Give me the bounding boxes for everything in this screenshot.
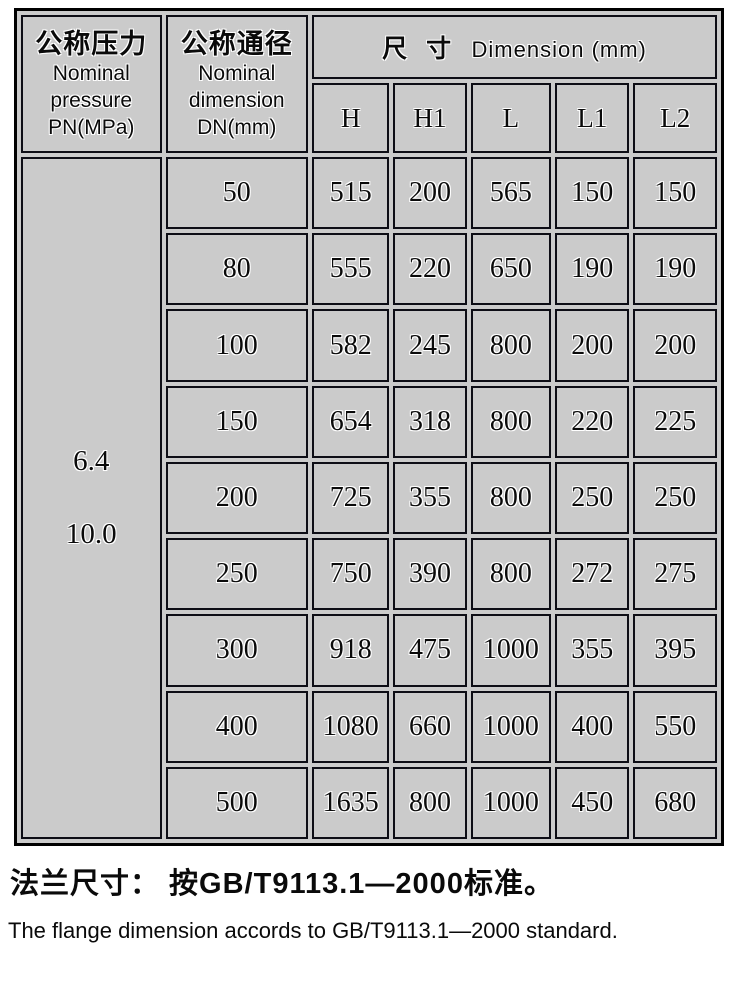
cell-l1: 355: [555, 614, 630, 687]
header-nominal-pressure-en1: Nominal: [52, 61, 130, 85]
dn-cell: 150: [165, 385, 309, 458]
header-nominal-pressure-en3: PN(MPa): [48, 115, 135, 139]
cell-l: 1000: [470, 614, 552, 687]
column-header-H1: H1: [393, 83, 467, 153]
dimension-spec-table: 公称压力 Nominal pressure PN(MPa) 公称通径 Nomin…: [14, 8, 724, 846]
table-row: 400 1080 660 1000 400 550: [21, 690, 717, 763]
cell-h1: 390: [393, 538, 467, 611]
cell-l1: 220: [555, 385, 630, 458]
column-header-L1: L1: [555, 83, 630, 153]
cell-h1: 245: [393, 309, 467, 382]
cell-h1: 220: [393, 233, 467, 306]
cell-l2: 150: [633, 157, 717, 230]
dn-cell: 400: [165, 690, 309, 763]
cell-h: 918: [312, 614, 390, 687]
cell-h1: 800: [393, 766, 467, 839]
cell-h: 515: [312, 157, 390, 230]
cell-l1: 450: [555, 766, 630, 839]
cell-h: 555: [312, 233, 390, 306]
cell-h1: 318: [393, 385, 467, 458]
cell-h: 750: [312, 538, 390, 611]
footer-note-en: The flange dimension accords to GB/T9113…: [8, 918, 618, 943]
cell-l2: 275: [633, 538, 717, 611]
dn-cell: 200: [165, 461, 309, 535]
pn-gap: [23, 478, 160, 518]
cell-l: 800: [470, 385, 552, 458]
cell-h1: 475: [393, 614, 467, 687]
column-header-L: L: [470, 83, 552, 153]
header-nominal-dimension-en1: Nominal: [198, 61, 276, 85]
header-nominal-dimension-zh: 公称通径: [180, 28, 293, 59]
cell-l: 1000: [470, 690, 552, 763]
cell-h: 1635: [312, 766, 390, 839]
cell-l1: 250: [555, 461, 630, 535]
dimension-table: 公称压力 Nominal pressure PN(MPa) 公称通径 Nomin…: [17, 11, 721, 843]
cell-l2: 250: [633, 461, 717, 535]
table-row: 300 918 475 1000 355 395: [21, 614, 717, 687]
dn-cell: 250: [165, 538, 309, 611]
header-nominal-pressure: 公称压力 Nominal pressure PN(MPa): [21, 15, 162, 153]
cell-l: 800: [470, 538, 552, 611]
table-row: 100 582 245 800 200 200: [21, 309, 717, 382]
cell-h: 1080: [312, 690, 390, 763]
table-row: 150 654 318 800 220 225: [21, 385, 717, 458]
cell-l2: 225: [633, 385, 717, 458]
cell-l1: 272: [555, 538, 630, 611]
cell-h: 725: [312, 461, 390, 535]
cell-l: 1000: [470, 766, 552, 839]
pn-value: 10.0: [65, 518, 117, 550]
cell-l2: 190: [633, 233, 717, 306]
column-header-H: H: [312, 83, 390, 153]
column-header-L2: L2: [633, 83, 717, 153]
header-nominal-pressure-en2: pressure: [50, 88, 133, 112]
cell-l2: 395: [633, 614, 717, 687]
cell-l: 650: [470, 233, 552, 306]
cell-l: 800: [470, 309, 552, 382]
cell-h1: 355: [393, 461, 467, 535]
cell-h1: 200: [393, 157, 467, 230]
cell-l1: 190: [555, 233, 630, 306]
cell-l: 800: [470, 461, 552, 535]
header-dimension-title-zh: 尺 寸: [382, 35, 458, 63]
cell-l2: 200: [633, 309, 717, 382]
cell-h: 582: [312, 309, 390, 382]
footer-note-zh: 法兰尺寸： 按GB/T9113.1—2000标准。: [10, 868, 554, 900]
cell-h1: 660: [393, 690, 467, 763]
dn-cell: 300: [165, 614, 309, 687]
header-nominal-pressure-zh: 公称压力: [35, 28, 148, 59]
table-row: 500 1635 800 1000 450 680: [21, 766, 717, 839]
dn-cell: 500: [165, 766, 309, 839]
pn-value: 6.4: [73, 445, 110, 477]
table-row: 200 725 355 800 250 250: [21, 461, 717, 535]
table-row: 80 555 220 650 190 190: [21, 233, 717, 306]
dn-cell: 80: [165, 233, 309, 306]
cell-l1: 400: [555, 690, 630, 763]
cell-l1: 200: [555, 309, 630, 382]
cell-l: 565: [470, 157, 552, 230]
dn-cell: 100: [165, 309, 309, 382]
cell-l2: 680: [633, 766, 717, 839]
table-row: 6.4 10.0 50 515 200 565 150 150: [21, 157, 717, 839]
table-row: 250 750 390 800 272 275: [21, 538, 717, 611]
dn-cell: 50: [165, 157, 309, 230]
header-nominal-dimension: 公称通径 Nominal dimension DN(mm): [165, 15, 309, 153]
header-dimension-title: 尺 寸 Dimension (mm): [312, 15, 717, 79]
cell-l2: 550: [633, 690, 717, 763]
pn-values-cell: 6.4 10.0: [21, 157, 162, 839]
header-nominal-dimension-en2: dimension: [188, 88, 285, 112]
header-nominal-dimension-en3: DN(mm): [197, 115, 277, 139]
header-dimension-title-en: Dimension (mm): [471, 37, 647, 62]
cell-h: 654: [312, 385, 390, 458]
cell-l1: 150: [555, 157, 630, 230]
